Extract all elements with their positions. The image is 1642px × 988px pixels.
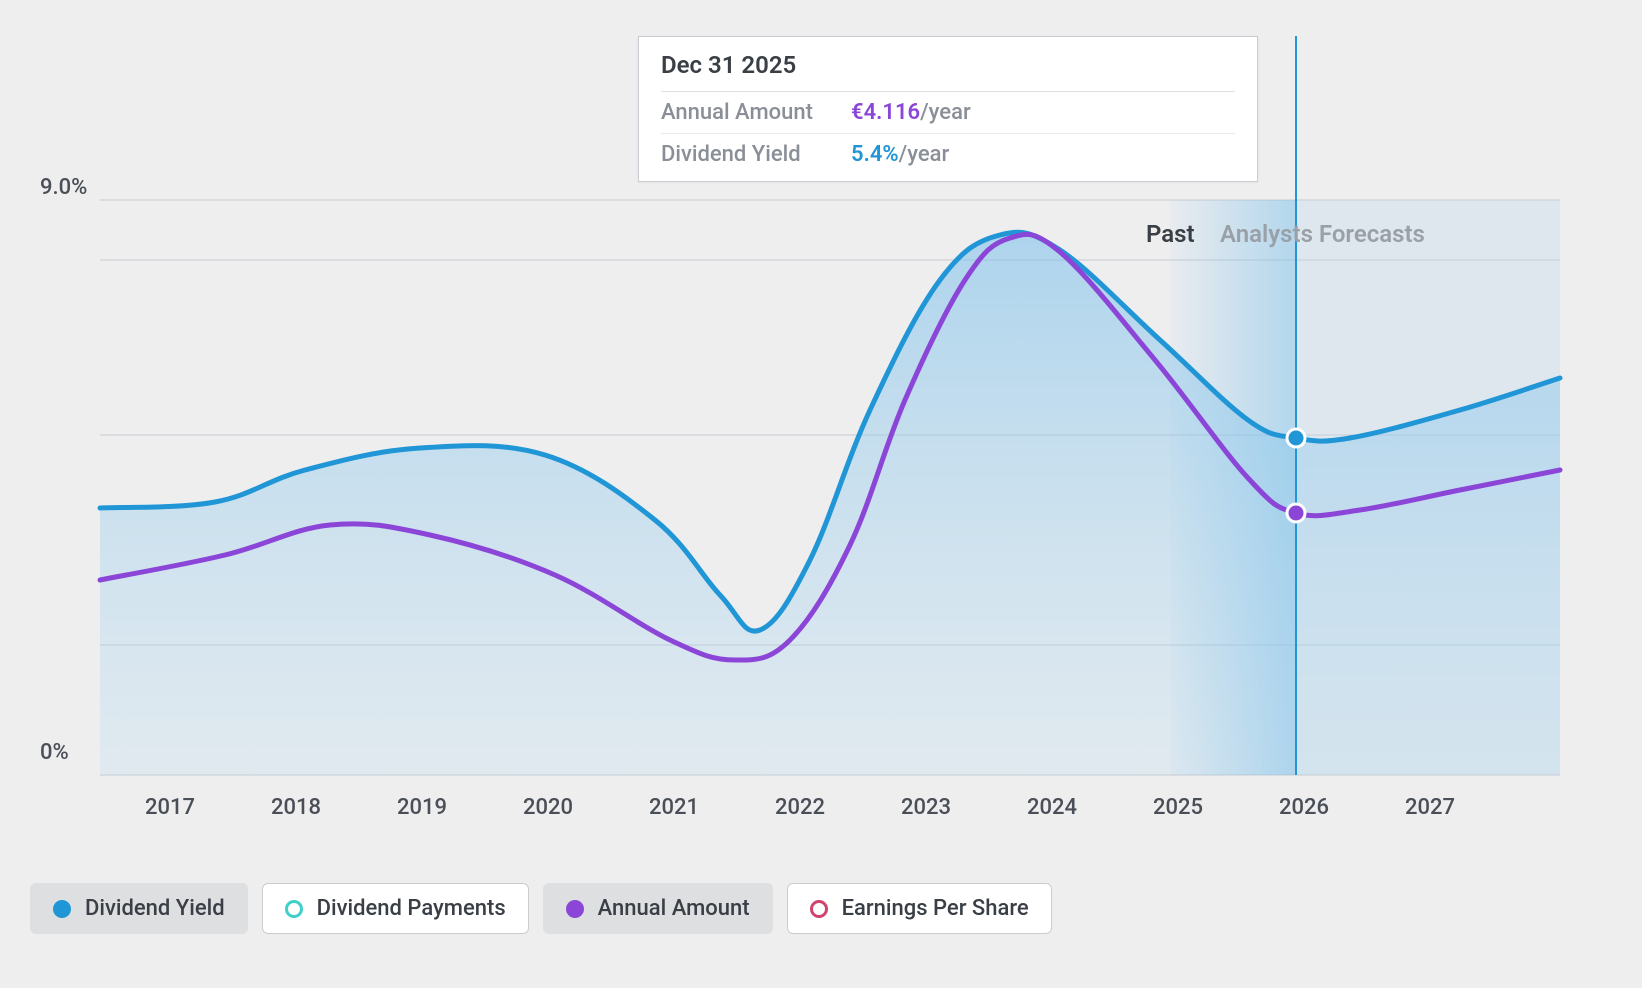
tooltip-row: Annual Amount €4.116/year: [661, 92, 1235, 134]
x-axis-label: 2022: [775, 795, 825, 820]
tooltip-unit: /year: [920, 100, 971, 125]
legend-swatch-icon: [566, 900, 584, 918]
tooltip-row: Dividend Yield 5.4%/year: [661, 134, 1235, 181]
tooltip-date: Dec 31 2025: [661, 51, 1235, 92]
highlight-band: [1170, 200, 1296, 775]
legend-label: Earnings Per Share: [842, 896, 1029, 921]
legend-label: Dividend Payments: [317, 896, 506, 921]
legend-dividend-yield[interactable]: Dividend Yield: [30, 883, 248, 934]
dividend-chart: 9.0% 0% 2017 2018 2019 2020 2021 2022 2023 2024…: [0, 0, 1642, 988]
legend-swatch-icon: [53, 900, 71, 918]
y-axis-label: 9.0%: [40, 175, 87, 200]
tooltip-value: 5.4%: [851, 142, 899, 167]
chart-tooltip: Dec 31 2025 Annual Amount €4.116/year Di…: [638, 36, 1258, 182]
legend-annual-amount[interactable]: Annual Amount: [543, 883, 773, 934]
x-axis-label: 2026: [1279, 795, 1329, 820]
past-label: Past: [1146, 220, 1195, 248]
x-axis-label: 2019: [397, 795, 447, 820]
legend-label: Annual Amount: [598, 896, 750, 921]
tooltip-key: Annual Amount: [661, 100, 851, 125]
x-axis-label: 2020: [523, 795, 573, 820]
chart-legend: Dividend Yield Dividend Payments Annual …: [30, 883, 1052, 934]
legend-dividend-payments[interactable]: Dividend Payments: [262, 883, 529, 934]
x-axis-label: 2024: [1027, 795, 1077, 820]
legend-earnings-per-share[interactable]: Earnings Per Share: [787, 883, 1052, 934]
tooltip-value: €4.116: [851, 100, 920, 125]
x-axis-label: 2023: [901, 795, 951, 820]
x-axis-label: 2025: [1153, 795, 1203, 820]
legend-swatch-icon: [285, 900, 303, 918]
y-axis-label: 0%: [40, 740, 69, 765]
x-axis-label: 2017: [145, 795, 195, 820]
legend-label: Dividend Yield: [85, 896, 225, 921]
x-axis-label: 2021: [649, 795, 699, 820]
x-axis-label: 2018: [271, 795, 321, 820]
tooltip-unit: /year: [899, 142, 950, 167]
tooltip-key: Dividend Yield: [661, 142, 851, 167]
legend-swatch-icon: [810, 900, 828, 918]
forecasts-label: Analysts Forecasts: [1220, 220, 1425, 248]
x-axis-label: 2027: [1405, 795, 1455, 820]
